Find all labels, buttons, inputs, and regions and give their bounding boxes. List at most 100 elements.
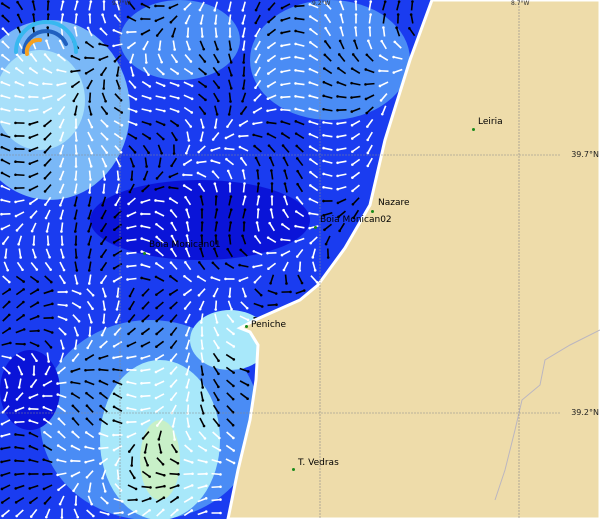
wind-arrow-head — [117, 477, 120, 480]
wind-arrow — [30, 53, 38, 63]
wind-arrow-head — [366, 125, 369, 128]
place-nazare[interactable]: Nazare — [378, 198, 410, 208]
wind-arrow — [143, 170, 149, 180]
wind-arrow-head — [0, 487, 4, 491]
wind-arrow — [17, 14, 23, 24]
wind-arrow-head — [70, 370, 74, 373]
wind-arrow-head — [243, 182, 246, 185]
place-boia-monican01[interactable]: Boia Monican01 — [149, 240, 221, 250]
wind-arrow — [270, 209, 274, 219]
wind-arrow — [283, 170, 289, 180]
wind-arrow — [60, 1, 64, 11]
wind-arrow-head — [154, 358, 158, 361]
wind-arrow-head — [337, 67, 340, 70]
wind-arrow — [101, 287, 107, 297]
wind-arrow — [169, 496, 179, 504]
wind-arrow-head — [130, 464, 134, 467]
wind-arrow — [197, 497, 207, 503]
wind-arrow-head — [189, 125, 193, 128]
wind-arrow-head — [210, 276, 214, 279]
wind-arrow — [241, 235, 247, 245]
wind-arrow-head — [253, 98, 257, 102]
wind-arrow — [57, 444, 67, 452]
wind-arrow-head — [28, 123, 31, 126]
wind-arrow — [226, 431, 234, 439]
wind-arrow — [71, 392, 81, 400]
wind-arrow — [30, 378, 38, 388]
wind-arrow — [155, 108, 165, 112]
wind-arrow — [185, 14, 191, 24]
wind-arrow-head — [232, 384, 235, 388]
place-boia-monican02[interactable]: Boia Monican02 — [320, 215, 392, 225]
wind-arrow — [281, 250, 291, 256]
wind-arrow — [295, 17, 305, 21]
wind-arrow-head — [28, 136, 32, 139]
wind-arrow-head — [140, 369, 143, 372]
wind-arrow-head — [229, 195, 233, 198]
wind-arrow — [127, 381, 137, 385]
wind-arrow-head — [177, 472, 180, 476]
wind-arrow-head — [217, 346, 220, 350]
wind-arrow — [184, 118, 192, 128]
wind-arrow — [156, 236, 164, 244]
wind-arrow-head — [298, 269, 301, 272]
wind-arrow — [228, 53, 232, 63]
wind-arrow-head — [190, 484, 194, 487]
wind-arrow-head — [294, 4, 297, 8]
wind-arrow-head — [162, 137, 165, 141]
wind-arrow-head — [252, 122, 255, 126]
wind-arrow — [15, 160, 25, 164]
wind-arrow-head — [101, 203, 104, 207]
wind-arrow-head — [205, 484, 208, 488]
wind-arrow — [228, 40, 232, 50]
wind-arrow — [74, 209, 78, 219]
wind-arrow — [101, 209, 107, 219]
wind-arrow-head — [294, 17, 297, 20]
wind-arrow-head — [169, 346, 173, 349]
wind-arrow-head — [163, 109, 166, 113]
wind-arrow — [366, 106, 374, 114]
wind-arrow — [59, 248, 65, 258]
wind-arrow-head — [63, 281, 66, 285]
wind-arrow — [30, 352, 38, 362]
wind-arrow — [100, 235, 108, 245]
place-leiria[interactable]: Leiria — [478, 117, 503, 127]
wind-arrow — [240, 157, 248, 167]
wind-arrow-head — [126, 226, 129, 230]
wind-arrow-head — [43, 137, 47, 141]
wind-arrow — [170, 210, 178, 218]
wind-arrow-head — [56, 83, 59, 87]
wind-arrow-head — [241, 99, 244, 103]
wind-arrow-head — [90, 125, 94, 129]
wind-arrow — [113, 250, 123, 256]
wind-arrow-head — [56, 458, 59, 462]
wind-arrow-head — [336, 135, 339, 139]
wind-arrow-head — [339, 13, 343, 16]
wind-arrow — [43, 380, 53, 386]
wind-arrow — [155, 405, 165, 413]
wind-arrow-head — [241, 22, 245, 25]
wind-arrow-head — [280, 19, 284, 22]
place-peniche[interactable]: Peniche — [251, 320, 287, 330]
wind-arrow — [337, 160, 347, 164]
wind-arrow-head — [29, 515, 33, 518]
wind-arrow — [29, 67, 39, 75]
place-t-vedras[interactable]: T. Vedras — [298, 458, 339, 468]
wind-arrow-head — [133, 86, 137, 89]
wind-arrow-head — [49, 346, 53, 349]
wind-arrow-head — [188, 437, 192, 441]
wind-arrow-head — [154, 396, 158, 400]
wind-arrow-head — [112, 405, 116, 409]
place-marker — [245, 325, 248, 328]
wind-arrow-head — [61, 243, 64, 246]
wind-arrow-head — [282, 268, 286, 272]
wind-arrow — [170, 262, 178, 270]
wind-arrow — [29, 159, 39, 165]
lat-label: 39.7°N — [571, 150, 599, 159]
wind-arrow — [309, 146, 319, 152]
wind-arrow — [213, 92, 219, 102]
wind-arrow-head — [29, 53, 33, 56]
wind-arrow — [282, 145, 290, 153]
wind-arrow — [324, 27, 332, 37]
